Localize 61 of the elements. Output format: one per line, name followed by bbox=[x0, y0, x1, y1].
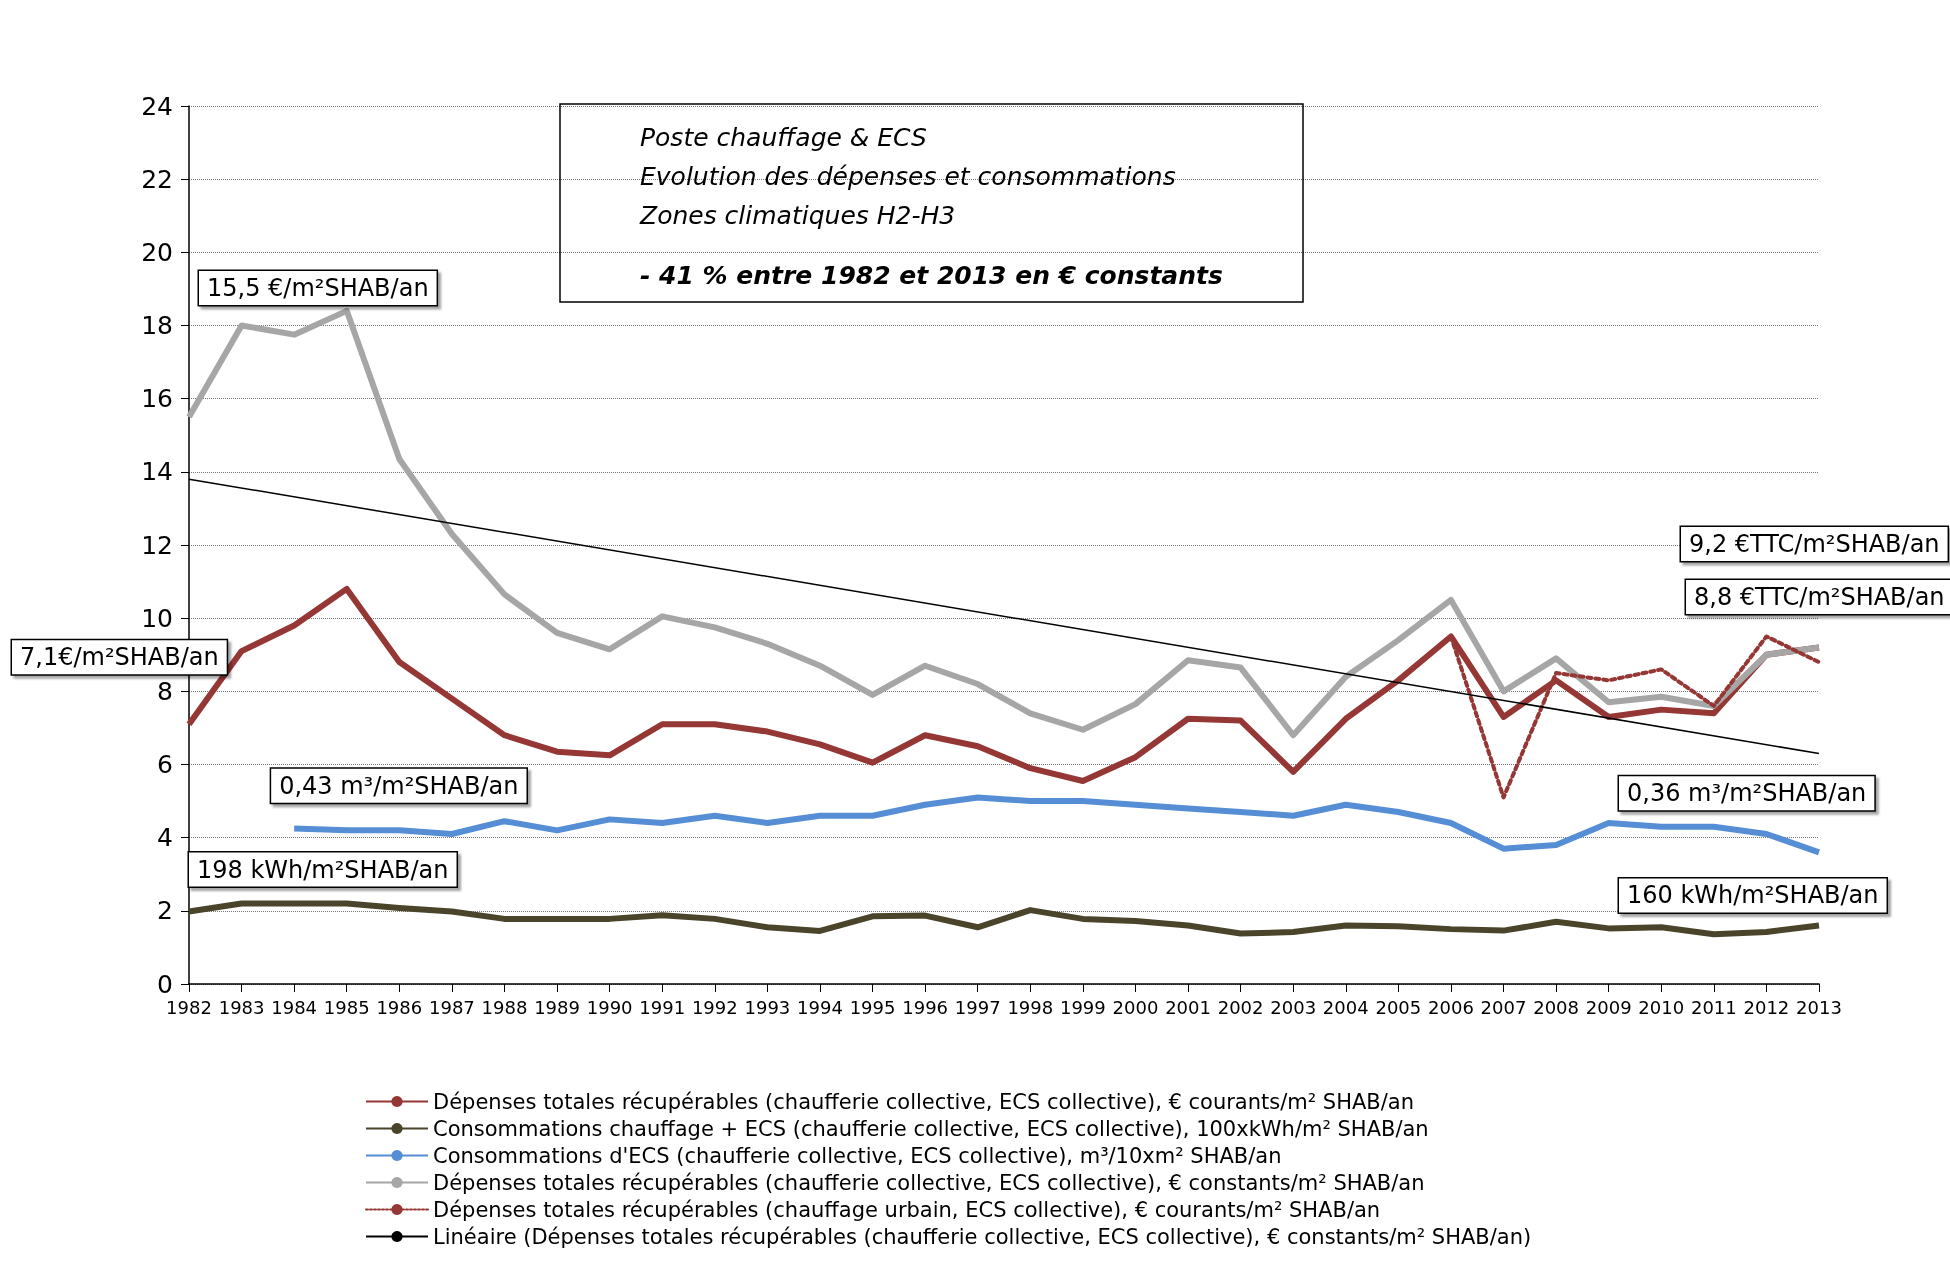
x-tick-label: 1998 bbox=[1007, 996, 1054, 1018]
x-tick-label: 1986 bbox=[376, 996, 423, 1018]
x-tick-label: 1991 bbox=[639, 996, 686, 1018]
annotation: 0,36 m³/m²SHAB/an bbox=[1627, 779, 1867, 808]
x-tick-label: 1983 bbox=[218, 996, 265, 1018]
annotation: 160 kWh/m²SHAB/an bbox=[1627, 881, 1879, 910]
text: - 41 % entre 1982 et 2013 en € constants bbox=[640, 261, 1223, 290]
x-tick-label: 1985 bbox=[323, 996, 370, 1018]
y-tick-label: 16 bbox=[141, 384, 173, 414]
legend-label: Consommations chauffage + ECS (chaufferie collective, ECS collective), 100xkWh/m² SHAB/an bbox=[433, 1116, 1429, 1141]
y-tick-label: 0 bbox=[157, 969, 173, 999]
x-tick-label: 1987 bbox=[429, 996, 475, 1018]
y-tick-label: 20 bbox=[141, 237, 173, 267]
y-tick-label: 14 bbox=[141, 457, 173, 487]
y-tick-label: 18 bbox=[141, 311, 173, 340]
x-tick-label: 2011 bbox=[1690, 996, 1737, 1018]
legend-label: Dépenses totales récupérables (chaufferie collective, ECS collective), € constants/m² SHAB/an bbox=[433, 1170, 1425, 1195]
text: Poste chauffage & ECS Evolution des dépenses et consommations Zones climatiques H2-H3 bbox=[639, 123, 1176, 230]
x-tick-label: 2013 bbox=[1796, 996, 1842, 1018]
x-tick-label: 1982 bbox=[166, 996, 212, 1018]
annotation: 9,2 €TTC/m²SHAB/an bbox=[1689, 530, 1940, 558]
x-tick-label: 2003 bbox=[1270, 996, 1317, 1018]
annotation: 8,8 €TTC/m²SHAB/an bbox=[1694, 583, 1945, 612]
annotation: 15,5 €/m²SHAB/an bbox=[207, 274, 429, 302]
y-tick-label: 12 bbox=[141, 530, 173, 560]
x-tick-label: 2010 bbox=[1638, 996, 1685, 1018]
x-tick-label: 1995 bbox=[849, 996, 896, 1018]
x-tick-label: 1996 bbox=[902, 996, 949, 1018]
x-tick-label: 2001 bbox=[1165, 996, 1211, 1018]
x-tick-label: 1989 bbox=[534, 996, 580, 1018]
x-tick-label: 1992 bbox=[691, 996, 738, 1018]
x-tick-label: 2005 bbox=[1375, 996, 1422, 1018]
x-tick-label: 1997 bbox=[954, 996, 1001, 1018]
y-tick-label: 4 bbox=[157, 823, 173, 853]
annotation: 0,43 m³/m²SHAB/an bbox=[279, 771, 519, 800]
legend-label: Linéaire (Dépenses totales récupérables (chaufferie collective, ECS collective), € constants/m² SHAB/an) bbox=[433, 1224, 1532, 1249]
x-tick-label: 1988 bbox=[481, 996, 528, 1018]
legend-label: Dépenses totales récupérables (chaufferie collective, ECS collective), € courants/m² SHAB/an bbox=[433, 1089, 1414, 1114]
y-tick-label: 8 bbox=[157, 676, 173, 706]
y-tick-label: 10 bbox=[141, 603, 173, 633]
y-tick-label: 2 bbox=[157, 896, 173, 926]
annotation: 198 kWh/m²SHAB/an bbox=[197, 855, 449, 884]
x-tick-label: 2007 bbox=[1480, 996, 1527, 1018]
x-tick-label: 2002 bbox=[1217, 996, 1264, 1018]
x-tick-label: 2009 bbox=[1585, 996, 1632, 1018]
legend-label: Consommations d'ECS (chaufferie collective, ECS collective), m³/10xm² SHAB/an bbox=[433, 1143, 1282, 1168]
x-tick-label: 1994 bbox=[797, 996, 843, 1018]
legend-label: Dépenses totales récupérables (chauffage urbain, ECS collective), € courants/m² SHAB/an bbox=[433, 1197, 1381, 1222]
x-tick-label: 2012 bbox=[1743, 996, 1790, 1018]
x-tick-label: 1999 bbox=[1059, 996, 1106, 1018]
x-tick-label: 2004 bbox=[1322, 996, 1369, 1018]
x-tick-label: 2008 bbox=[1533, 996, 1579, 1018]
x-tick-label: 1990 bbox=[586, 996, 633, 1018]
y-tick-label: 24 bbox=[141, 91, 173, 121]
x-tick-label: 2006 bbox=[1428, 996, 1474, 1018]
annotation: 7,1€/m²SHAB/an bbox=[20, 643, 219, 672]
y-tick-label: 6 bbox=[157, 750, 173, 779]
x-tick-label: 2000 bbox=[1112, 996, 1159, 1018]
y-tick-label: 22 bbox=[141, 164, 173, 194]
x-tick-label: 1984 bbox=[271, 996, 318, 1018]
x-tick-label: 1993 bbox=[744, 996, 791, 1018]
